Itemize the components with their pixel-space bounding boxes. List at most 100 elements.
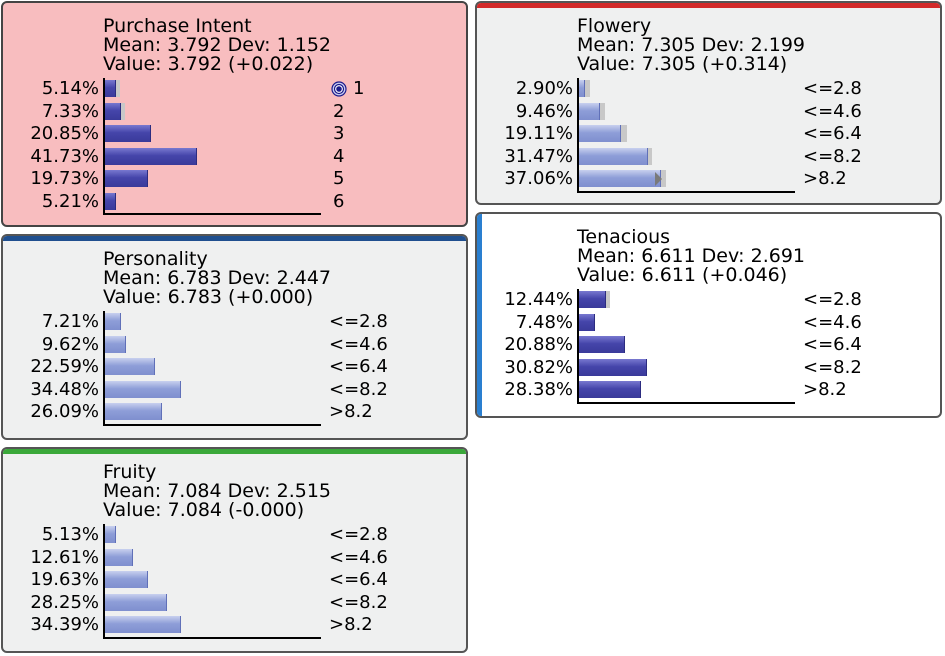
node-mean: Mean: 3.792 Dev: 1.152 xyxy=(103,34,331,56)
node-mean: Mean: 6.783 Dev: 2.447 xyxy=(103,267,331,289)
node-header: Fruity Mean: 7.084 Dev: 2.515 Value: 7.0… xyxy=(103,463,331,520)
state-percent: 7.48% xyxy=(515,311,573,333)
belief-bar xyxy=(579,125,622,142)
state-percent: 26.09% xyxy=(30,401,99,422)
state-row[interactable]: 2.90% <=2.8 xyxy=(477,78,937,100)
node-flowery[interactable]: Flowery Mean: 7.305 Dev: 2.199 Value: 7.… xyxy=(475,1,942,205)
belief-bar xyxy=(105,80,117,97)
node-header: Purchase Intent Mean: 3.792 Dev: 1.152 V… xyxy=(103,17,331,74)
state-percent: 5.13% xyxy=(41,524,99,545)
state-row[interactable]: 5.14% 1 xyxy=(3,78,463,100)
state-label: 1 xyxy=(353,78,365,99)
belief-bar xyxy=(579,102,600,120)
state-percent: 37.06% xyxy=(504,168,573,189)
state-row[interactable]: 12.61% <=4.6 xyxy=(3,547,463,569)
state-row[interactable]: 9.62% <=4.6 xyxy=(3,334,463,356)
state-percent: 19.73% xyxy=(30,168,99,189)
state-percent: 19.63% xyxy=(30,569,99,590)
belief-bar xyxy=(579,80,586,97)
state-label: <=4.6 xyxy=(803,100,862,122)
belief-bar xyxy=(105,358,155,375)
belief-bar xyxy=(105,616,181,633)
belief-bar xyxy=(105,380,181,398)
axis-line xyxy=(103,78,105,213)
state-label: 2 xyxy=(333,100,345,122)
state-row[interactable]: 34.39% >8.2 xyxy=(3,614,463,636)
state-row[interactable]: 20.88% <=6.4 xyxy=(477,334,937,356)
state-label: <=8.2 xyxy=(803,356,862,378)
belief-bar xyxy=(105,335,127,353)
state-label: <=8.2 xyxy=(329,591,388,613)
state-label: 3 xyxy=(333,123,345,144)
state-row[interactable]: 7.33% 2 xyxy=(3,101,463,123)
axis-line xyxy=(103,213,321,215)
state-percent: 31.47% xyxy=(504,145,573,167)
node-header: Tenacious Mean: 6.611 Dev: 2.691 Value: … xyxy=(577,228,805,285)
state-row[interactable]: 26.09% >8.2 xyxy=(3,401,463,423)
state-row[interactable]: 34.48% <=8.2 xyxy=(3,379,463,401)
state-percent: 5.21% xyxy=(41,190,99,212)
state-row[interactable]: 9.46% <=4.6 xyxy=(477,101,937,123)
node-mean: Mean: 7.305 Dev: 2.199 xyxy=(577,34,805,56)
state-row[interactable]: 28.38% >8.2 xyxy=(477,379,937,401)
node-tenacious[interactable]: Tenacious Mean: 6.611 Dev: 2.691 Value: … xyxy=(475,212,942,418)
state-percent: 22.59% xyxy=(30,356,99,377)
target-icon[interactable] xyxy=(331,81,347,97)
state-row[interactable]: 5.13% <=2.8 xyxy=(3,524,463,546)
axis-line xyxy=(103,311,105,424)
state-label: <=8.2 xyxy=(803,145,862,167)
belief-bar xyxy=(105,548,133,566)
node-header: Flowery Mean: 7.305 Dev: 2.199 Value: 7.… xyxy=(577,17,805,74)
axis-line xyxy=(103,636,321,639)
state-row[interactable]: 7.48% <=4.6 xyxy=(477,312,937,334)
axis-line xyxy=(577,78,579,191)
belief-bar xyxy=(105,125,151,142)
state-row[interactable]: 37.06% >8.2 xyxy=(477,168,937,190)
node-value: Value: 6.611 (+0.046) xyxy=(577,264,788,286)
state-row[interactable]: 19.73% 5 xyxy=(3,168,463,190)
state-label: 5 xyxy=(333,168,345,189)
state-row[interactable]: 31.47% <=8.2 xyxy=(477,146,937,168)
state-row[interactable]: 28.25% <=8.2 xyxy=(3,592,463,614)
belief-bar xyxy=(579,291,607,308)
node-personality[interactable]: Personality Mean: 6.783 Dev: 2.447 Value… xyxy=(1,234,468,440)
node-mean: Mean: 7.084 Dev: 2.515 xyxy=(103,480,331,502)
state-row[interactable]: 41.73% 4 xyxy=(3,146,463,168)
state-percent: 12.44% xyxy=(504,289,573,310)
state-label: <=2.8 xyxy=(329,311,388,332)
state-row[interactable]: 22.59% <=6.4 xyxy=(3,356,463,378)
state-label: <=4.6 xyxy=(329,333,388,355)
belief-bar xyxy=(579,147,649,165)
state-label: <=6.4 xyxy=(803,334,862,355)
state-label: <=6.4 xyxy=(803,123,862,144)
state-percent: 28.25% xyxy=(30,591,99,613)
state-row[interactable]: 20.85% 3 xyxy=(3,123,463,145)
axis-line xyxy=(103,423,321,426)
state-label: 6 xyxy=(333,190,345,212)
state-percent: 7.33% xyxy=(41,100,99,122)
node-purchase-intent[interactable]: Purchase Intent Mean: 3.792 Dev: 1.152 V… xyxy=(1,1,468,227)
belief-bar xyxy=(105,571,149,588)
state-percent: 34.48% xyxy=(30,378,99,400)
state-percent: 5.14% xyxy=(41,78,99,99)
state-row[interactable]: 30.82% <=8.2 xyxy=(477,357,937,379)
node-header: Personality Mean: 6.783 Dev: 2.447 Value… xyxy=(103,250,331,307)
state-row[interactable]: 5.21% 6 xyxy=(3,191,463,213)
belief-bar xyxy=(105,403,163,420)
belief-bar xyxy=(579,358,647,376)
belief-bar xyxy=(105,526,117,543)
axis-line xyxy=(577,190,795,193)
state-row[interactable]: 19.63% <=6.4 xyxy=(3,569,463,591)
axis-line xyxy=(577,401,795,404)
state-percent: 30.82% xyxy=(504,356,573,378)
state-label: >8.2 xyxy=(803,168,847,189)
belief-bar xyxy=(579,313,596,331)
state-row[interactable]: 19.11% <=6.4 xyxy=(477,123,937,145)
state-row[interactable]: 12.44% <=2.8 xyxy=(477,289,937,311)
belief-bar xyxy=(105,102,122,120)
state-row[interactable]: 7.21% <=2.8 xyxy=(3,311,463,333)
node-value: Value: 3.792 (+0.022) xyxy=(103,53,314,75)
state-percent: 12.61% xyxy=(30,546,99,568)
node-title: Tenacious xyxy=(577,226,671,248)
node-fruity[interactable]: Fruity Mean: 7.084 Dev: 2.515 Value: 7.0… xyxy=(1,447,468,653)
